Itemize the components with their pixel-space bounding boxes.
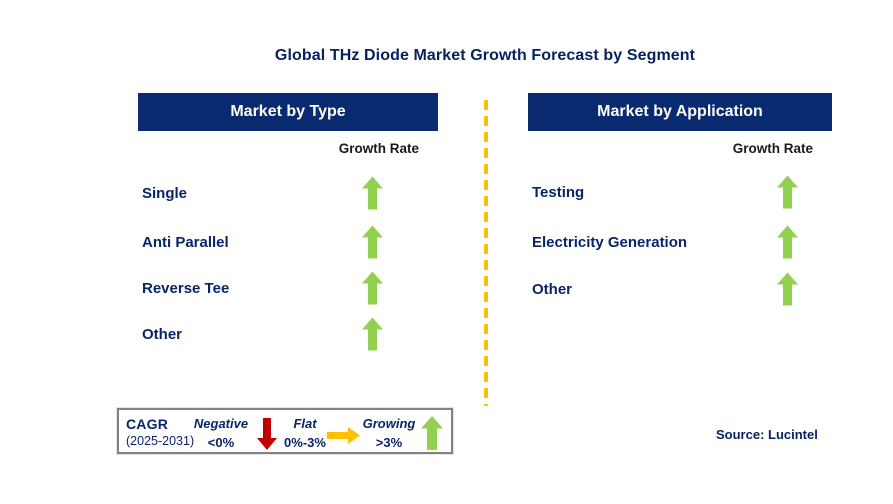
panel-market-by-application: Market by Application Growth Rate Testin… <box>528 93 832 306</box>
chart-title: Global THz Diode Market Growth Forecast … <box>274 47 696 64</box>
segment-row-other-type: Other <box>138 312 438 356</box>
legend-negative-range: <0% <box>207 435 235 450</box>
cagr-period-label: (2025-2031) <box>126 434 195 448</box>
up-arrow-icon <box>421 416 443 450</box>
segment-label: Other <box>142 325 183 343</box>
panel-market-by-application-header: Market by Application <box>528 93 832 131</box>
legend-item-growing: Growing >3% <box>359 416 419 450</box>
up-arrow-icon <box>362 176 383 210</box>
legend-flat-label: Flat <box>293 416 317 431</box>
up-arrow-icon <box>362 225 383 259</box>
panel-market-by-type-header: Market by Type <box>138 93 438 131</box>
legend-growing-range: >3% <box>375 435 403 450</box>
segment-label: Testing <box>532 183 585 201</box>
up-arrow-icon <box>777 225 798 259</box>
up-arrow-icon <box>777 175 798 209</box>
down-arrow-icon <box>257 418 277 450</box>
segment-row-reverse-tee: Reverse Tee <box>138 266 438 310</box>
legend-negative-label: Negative <box>193 416 249 431</box>
up-arrow-icon <box>362 317 383 351</box>
cagr-label: CAGR <box>126 416 169 432</box>
growth-rate-column-label: Growth Rate <box>732 141 813 156</box>
source-label: Source: Lucintel <box>716 427 818 442</box>
legend-item-flat: Flat 0%-3% <box>281 416 329 450</box>
panel-market-by-type: Market by Type Growth Rate Single Anti P… <box>138 93 438 351</box>
cagr-legend-title-block: CAGR (2025-2031) <box>126 416 194 448</box>
legend-growing-label: Growing <box>362 416 416 431</box>
segment-label: Other <box>532 280 573 298</box>
legend-item-negative: Negative <0% <box>189 416 253 450</box>
segment-row-single: Single <box>138 171 438 215</box>
segment-label: Electricity Generation <box>532 233 688 251</box>
legend-flat-range: 0%-3% <box>284 435 326 450</box>
segment-row-other-application: Other <box>528 267 832 311</box>
panel-divider-dashed-line <box>484 100 488 406</box>
up-arrow-icon <box>777 272 798 306</box>
growth-rate-column-label: Growth Rate <box>338 141 419 156</box>
segment-row-testing: Testing <box>528 170 832 214</box>
cagr-legend-box: CAGR (2025-2031) Negative <0% Flat 0%-3%… <box>116 407 454 455</box>
segment-row-electricity-generation: Electricity Generation <box>528 220 832 264</box>
right-arrow-icon <box>327 427 360 444</box>
segment-label: Reverse Tee <box>142 279 230 297</box>
segment-label: Anti Parallel <box>142 233 229 251</box>
segment-label: Single <box>142 184 188 202</box>
segment-row-anti-parallel: Anti Parallel <box>138 220 438 264</box>
up-arrow-icon <box>362 271 383 305</box>
